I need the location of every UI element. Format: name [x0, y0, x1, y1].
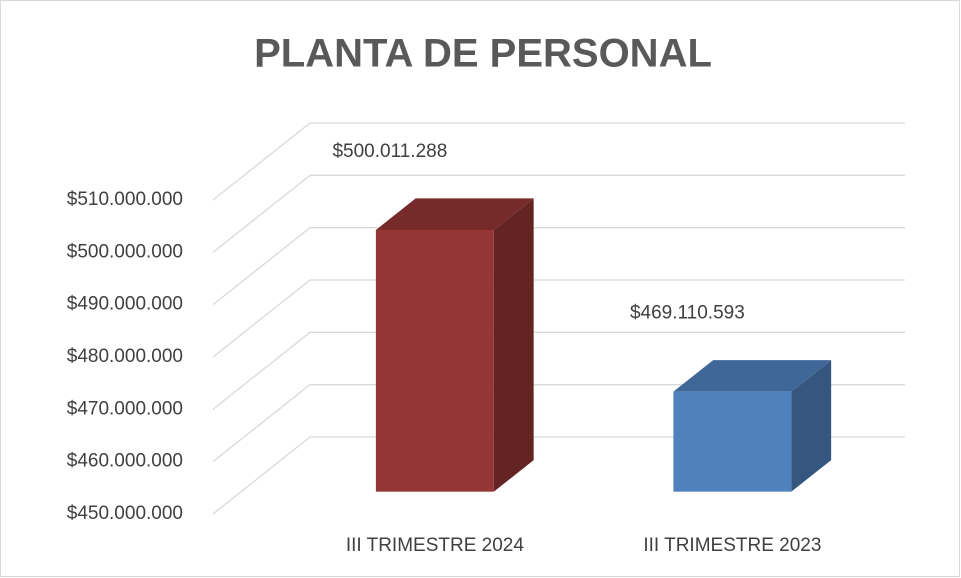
grid-line — [212, 122, 905, 201]
bar-side — [791, 360, 832, 492]
bar-top — [375, 198, 534, 230]
y-tick-label: $470.000.000 — [67, 398, 183, 419]
y-tick-label: $500.000.000 — [67, 241, 183, 262]
grid-line — [212, 174, 905, 253]
bar — [673, 391, 792, 492]
y-tick-label: $510.000.000 — [67, 189, 183, 210]
y-tick-label: $460.000.000 — [67, 451, 183, 472]
data-label: $500.011.288 — [332, 141, 447, 162]
y-tick-label: $450.000.000 — [67, 503, 183, 524]
x-tick-label: III TRIMESTRE 2023 — [643, 535, 821, 556]
y-tick-label: $480.000.000 — [67, 346, 183, 367]
bar-top — [673, 360, 832, 392]
data-label: $469.110.593 — [630, 303, 745, 324]
bar-side — [493, 198, 534, 492]
bar — [375, 229, 494, 492]
grid-line — [212, 279, 905, 358]
chart-title: PLANTA DE PERSONAL — [254, 32, 712, 76]
y-tick-label: $490.000.000 — [67, 294, 183, 315]
grid-line — [212, 227, 905, 306]
x-tick-label: III TRIMESTRE 2024 — [346, 535, 525, 556]
grid-line — [212, 331, 905, 410]
